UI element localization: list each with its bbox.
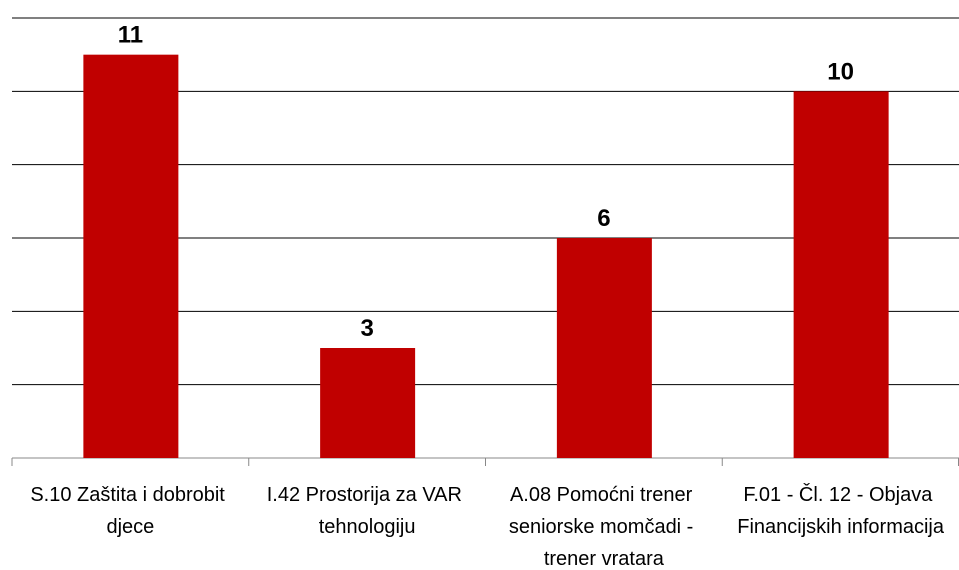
data-label: 6 <box>597 205 610 232</box>
data-label: 10 <box>827 58 854 85</box>
bar <box>793 91 889 458</box>
x-tick-label: F.01 - Čl. 12 - Objava Financijskih info… <box>737 483 945 538</box>
bar <box>83 54 179 459</box>
x-tick-label: A.08 Pomoćni trener seniorske momčadi - … <box>509 484 699 570</box>
x-tick-label: I.42 Prostorija za VAR tehnologiju <box>267 484 468 538</box>
bar <box>320 348 416 458</box>
x-tick-label: S.10 Zaštita i dobrobit djece <box>30 484 230 538</box>
data-label: 3 <box>360 315 373 342</box>
bar <box>556 238 652 458</box>
data-label: 11 <box>118 22 143 49</box>
